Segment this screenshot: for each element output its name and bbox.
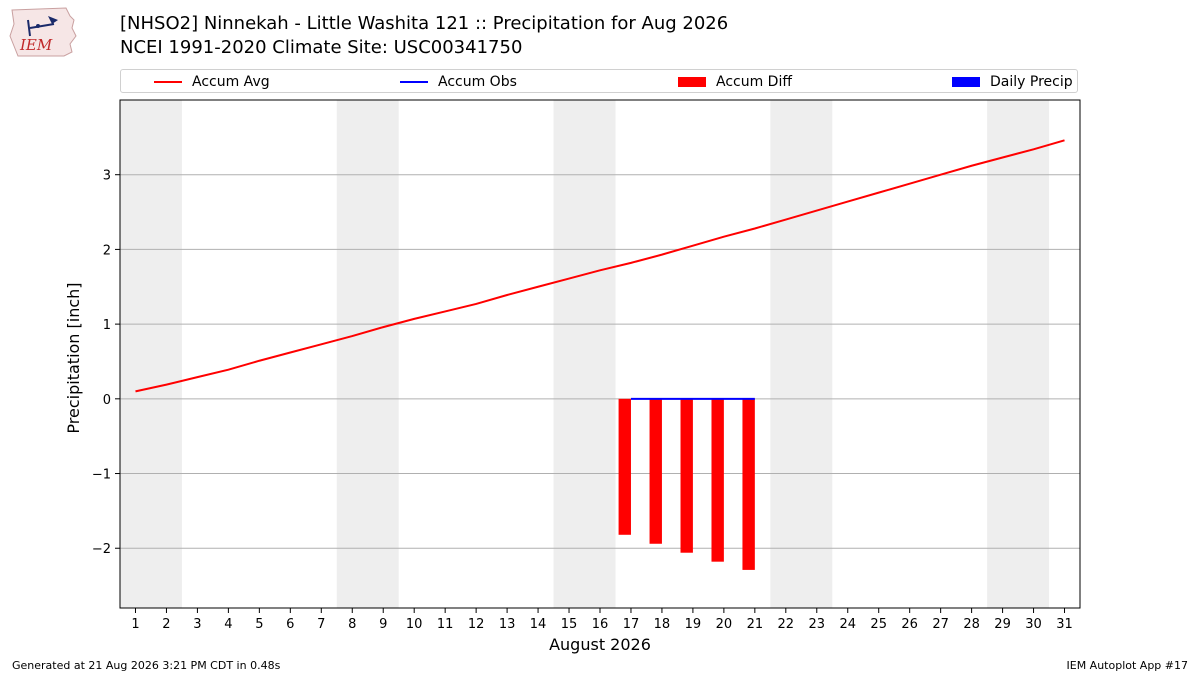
x-tick-label: 17	[623, 617, 640, 632]
legend-swatch-daily-precip	[952, 77, 980, 87]
x-tick-label: 1	[131, 617, 139, 632]
accum-diff-bar-day-17	[618, 398, 631, 535]
iem-logo: IEM	[9, 7, 77, 57]
x-tick-label: 2	[162, 617, 170, 632]
x-tick-label: 5	[255, 617, 263, 632]
x-tick-label: 23	[809, 617, 826, 632]
footer-app-text: IEM Autoplot App #17	[1066, 659, 1189, 672]
x-tick-label: 13	[499, 617, 516, 632]
x-tick-label: 12	[468, 617, 485, 632]
y-tick-label: −2	[92, 542, 111, 557]
y-tick-label: 0	[103, 393, 111, 408]
weekend-band-3	[770, 100, 833, 608]
x-tick-label: 30	[1025, 617, 1042, 632]
chart-title-line1: [NHSO2] Ninnekah - Little Washita 121 ::…	[120, 13, 729, 34]
footer-generated-text: Generated at 21 Aug 2026 3:21 PM CDT in …	[12, 659, 281, 672]
logo-text: IEM	[19, 36, 53, 54]
legend-label-daily-precip: Daily Precip	[990, 74, 1073, 90]
x-tick-label: 26	[901, 617, 918, 632]
x-tick-label: 18	[654, 617, 671, 632]
chart-legend: Accum Avg Accum Obs Accum Diff Daily Pre…	[120, 69, 1078, 93]
weekend-band-1	[336, 100, 399, 608]
accum-diff-bar-day-20	[711, 398, 724, 562]
x-tick-label: 4	[224, 617, 232, 632]
y-ticks: −2 −1 0 1 2 3	[92, 169, 120, 557]
weekend-band-0	[120, 100, 182, 608]
legend-item-daily-precip: Daily Precip	[952, 70, 1073, 94]
x-tick-label: 24	[839, 617, 856, 632]
y-tick-label: 3	[103, 169, 111, 184]
accum-avg-line	[135, 139, 1065, 393]
grid-lines	[120, 174, 1080, 549]
lines	[135, 139, 1065, 400]
x-tick-label: 8	[348, 617, 356, 632]
x-tick-label: 10	[406, 617, 423, 632]
accum-diff-bar-day-19	[680, 398, 693, 553]
x-tick-label: 3	[193, 617, 201, 632]
accum-diff-bar-day-18	[649, 398, 662, 544]
x-ticks: 1 2 3 4 5 6 7 8 9 10 11 12 13 14 15 16 17 18 19 20 21 22 23 24 2…	[131, 608, 1073, 632]
y-axis-label: Precipitation [inch]	[64, 282, 83, 433]
legend-label-accum-obs: Accum Obs	[438, 74, 517, 90]
y-tick-label: 1	[103, 318, 111, 333]
legend-item-accum-avg: Accum Avg	[154, 70, 270, 94]
legend-swatch-accum-obs	[400, 81, 428, 83]
x-tick-label: 19	[685, 617, 702, 632]
weekend-shading	[120, 100, 1050, 608]
x-tick-label: 6	[286, 617, 294, 632]
x-tick-label: 29	[994, 617, 1011, 632]
x-tick-label: 25	[870, 617, 887, 632]
weekend-band-4	[987, 100, 1050, 608]
legend-item-accum-diff: Accum Diff	[678, 70, 792, 94]
x-tick-label: 21	[747, 617, 764, 632]
x-tick-label: 14	[530, 617, 547, 632]
x-tick-label: 15	[561, 617, 578, 632]
legend-label-accum-avg: Accum Avg	[192, 74, 270, 90]
legend-item-accum-obs: Accum Obs	[400, 70, 517, 94]
accum-diff-bar-day-21	[742, 398, 755, 570]
x-tick-label: 22	[778, 617, 795, 632]
legend-swatch-accum-diff	[678, 77, 706, 87]
x-tick-label: 9	[379, 617, 387, 632]
x-axis-label: August 2026	[549, 635, 651, 654]
chart-title-line2: NCEI 1991-2020 Climate Site: USC00341750	[120, 37, 523, 58]
legend-swatch-accum-avg	[154, 81, 182, 83]
x-tick-label: 31	[1056, 617, 1073, 632]
legend-label-accum-diff: Accum Diff	[716, 74, 793, 90]
bars	[618, 398, 755, 570]
x-tick-label: 20	[716, 617, 733, 632]
x-tick-label: 11	[437, 617, 454, 632]
weekend-band-2	[553, 100, 616, 608]
y-tick-label: −1	[92, 468, 111, 483]
y-tick-label: 2	[103, 243, 111, 258]
x-tick-label: 7	[317, 617, 325, 632]
x-tick-label: 16	[592, 617, 609, 632]
x-tick-label: 28	[963, 617, 980, 632]
x-tick-label: 27	[932, 617, 949, 632]
